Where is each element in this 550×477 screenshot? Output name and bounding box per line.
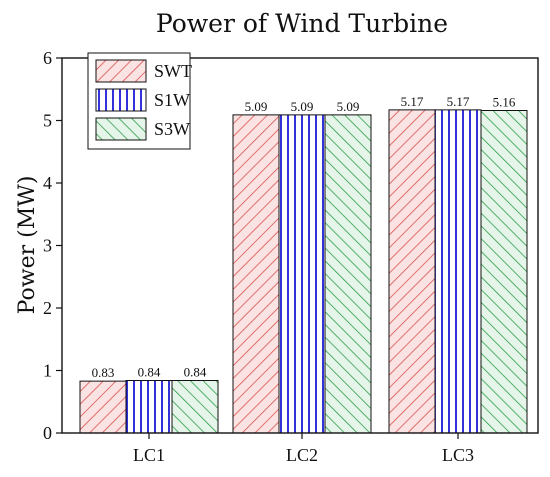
x-tick-label: LC3 bbox=[442, 445, 474, 465]
bar-s1w-lc1 bbox=[125, 380, 173, 434]
y-tick-label: 3 bbox=[43, 236, 52, 256]
legend-swatch-s3w bbox=[95, 117, 147, 141]
data-label: 5.17 bbox=[447, 94, 470, 109]
bar-s1w-lc3 bbox=[434, 109, 482, 434]
legend-label-s1w: S1W bbox=[154, 90, 190, 110]
legend-label-swt: SWT bbox=[154, 61, 192, 81]
y-tick-label: 6 bbox=[43, 48, 52, 68]
chart-title: Power of Wind Turbine bbox=[156, 9, 448, 38]
data-label: 5.09 bbox=[245, 99, 268, 114]
legend-swatch-swt bbox=[95, 59, 147, 83]
plot-frame bbox=[61, 57, 539, 434]
data-label: 0.84 bbox=[138, 365, 161, 380]
legend-swatch-s1w bbox=[95, 88, 147, 112]
plot-area: 0 1 2 3 4 5 6 0.83 0.84 0.84 LC1 5.09 5.09 5.09 LC2 5.1… bbox=[43, 48, 539, 465]
bar-s3w-lc1 bbox=[171, 380, 219, 434]
bar-s3w-lc2 bbox=[324, 114, 372, 434]
legend: SWT S1W S3W bbox=[87, 52, 192, 150]
y-tick-label: 5 bbox=[43, 111, 52, 131]
bar-s1w-lc2 bbox=[278, 114, 326, 434]
data-label: 0.84 bbox=[184, 365, 207, 380]
bar-swt-lc1 bbox=[79, 380, 127, 434]
bar-swt-lc2 bbox=[232, 114, 280, 434]
data-label: 5.09 bbox=[291, 99, 314, 114]
bar-s3w-lc3 bbox=[480, 110, 528, 434]
x-tick-label: LC1 bbox=[133, 445, 165, 465]
data-label: 5.16 bbox=[493, 95, 516, 110]
y-tick-label: 2 bbox=[43, 298, 52, 318]
y-axis-label: Power (MW) bbox=[15, 176, 40, 315]
y-tick-label: 1 bbox=[43, 361, 52, 381]
y-tick-label: 0 bbox=[43, 423, 52, 443]
bar-swt-lc3 bbox=[388, 109, 436, 434]
data-label: 5.09 bbox=[337, 99, 360, 114]
x-tick-label: LC2 bbox=[286, 445, 318, 465]
legend-label-s3w: S3W bbox=[154, 119, 190, 139]
y-tick-label: 4 bbox=[43, 173, 52, 193]
data-label: 0.83 bbox=[92, 365, 115, 380]
data-label: 5.17 bbox=[401, 94, 424, 109]
